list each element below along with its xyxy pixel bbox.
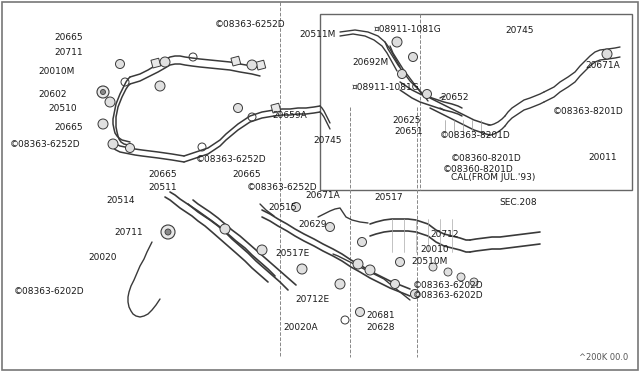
Circle shape	[291, 202, 301, 212]
Text: ©08363-6202D: ©08363-6202D	[413, 282, 484, 291]
Circle shape	[247, 60, 257, 70]
Text: 20692M: 20692M	[352, 58, 388, 67]
Text: 20745: 20745	[505, 26, 534, 35]
Circle shape	[161, 225, 175, 239]
Circle shape	[397, 70, 406, 78]
Circle shape	[326, 222, 335, 231]
Text: 20665: 20665	[148, 170, 177, 179]
Text: SEC.208: SEC.208	[499, 198, 536, 206]
Text: ¤08911-1081G: ¤08911-1081G	[374, 25, 442, 33]
Circle shape	[234, 103, 243, 112]
Text: 20665: 20665	[54, 32, 83, 42]
Circle shape	[444, 268, 452, 276]
Bar	[271, 103, 281, 113]
Text: CAL(FROM JUL.'93): CAL(FROM JUL.'93)	[451, 173, 535, 182]
Circle shape	[115, 60, 125, 68]
Circle shape	[108, 139, 118, 149]
Bar	[231, 56, 241, 66]
Bar	[256, 60, 266, 70]
Circle shape	[457, 273, 465, 281]
Circle shape	[125, 144, 134, 153]
Text: 20625: 20625	[392, 115, 420, 125]
Circle shape	[220, 224, 230, 234]
Circle shape	[98, 119, 108, 129]
Text: 20652: 20652	[440, 93, 468, 102]
Text: 20712: 20712	[430, 230, 458, 238]
Text: 20745: 20745	[313, 135, 342, 144]
Text: 20681: 20681	[366, 311, 395, 320]
Text: ©08363-6252D: ©08363-6252D	[10, 140, 81, 148]
Text: 20602: 20602	[38, 90, 67, 99]
Text: 20510M: 20510M	[411, 257, 447, 266]
Text: 20020: 20020	[88, 253, 116, 262]
Circle shape	[165, 229, 171, 235]
Text: ©08363-8201D: ©08363-8201D	[440, 131, 511, 140]
Circle shape	[410, 289, 419, 298]
Text: 20659A: 20659A	[272, 110, 307, 119]
Text: 20010: 20010	[420, 244, 449, 253]
Text: 20510: 20510	[48, 103, 77, 112]
Text: 20511: 20511	[148, 183, 177, 192]
Text: 20515: 20515	[268, 202, 296, 212]
Circle shape	[429, 263, 437, 271]
Text: ©08363-6202D: ©08363-6202D	[413, 292, 484, 301]
Circle shape	[396, 257, 404, 266]
Text: 20665: 20665	[54, 122, 83, 131]
Text: 20517: 20517	[374, 192, 403, 202]
Text: 20665: 20665	[232, 170, 260, 179]
Circle shape	[392, 37, 402, 47]
Circle shape	[100, 90, 106, 94]
Text: 20651: 20651	[394, 126, 422, 135]
Circle shape	[353, 259, 363, 269]
Circle shape	[355, 308, 365, 317]
Circle shape	[97, 86, 109, 98]
Circle shape	[105, 97, 115, 107]
Text: ©08360-8201D: ©08360-8201D	[451, 154, 522, 163]
Text: 20517E: 20517E	[275, 248, 309, 257]
Text: 20511M: 20511M	[299, 29, 335, 38]
Circle shape	[297, 264, 307, 274]
Circle shape	[365, 265, 375, 275]
Circle shape	[335, 279, 345, 289]
Text: ©08360-8201D: ©08360-8201D	[443, 164, 514, 173]
Circle shape	[390, 279, 399, 289]
Text: ©08363-6252D: ©08363-6252D	[215, 19, 285, 29]
Text: ©08363-6252D: ©08363-6252D	[196, 154, 267, 164]
Text: ¤08911-1081G: ¤08911-1081G	[352, 83, 420, 92]
Circle shape	[160, 57, 170, 67]
Text: ^200K 00.0: ^200K 00.0	[579, 353, 628, 362]
Text: ©08363-6252D: ©08363-6252D	[247, 183, 317, 192]
Text: 20629: 20629	[298, 219, 326, 228]
Text: 20671A: 20671A	[305, 190, 340, 199]
Text: 20010M: 20010M	[38, 67, 74, 76]
Circle shape	[408, 52, 417, 61]
Text: 20671A: 20671A	[585, 61, 620, 70]
Circle shape	[470, 278, 478, 286]
Text: 20514: 20514	[106, 196, 134, 205]
Text: 20712E: 20712E	[295, 295, 329, 304]
Circle shape	[602, 49, 612, 59]
Text: 20711: 20711	[54, 48, 83, 57]
Bar	[151, 58, 161, 68]
Bar	[320, 14, 632, 190]
Text: 20711: 20711	[114, 228, 143, 237]
Circle shape	[257, 245, 267, 255]
Text: 20628: 20628	[366, 323, 394, 331]
Circle shape	[358, 237, 367, 247]
Circle shape	[155, 81, 165, 91]
Text: ©08363-6202D: ©08363-6202D	[14, 288, 84, 296]
Text: 20020A: 20020A	[283, 323, 317, 331]
Circle shape	[422, 90, 431, 99]
Text: ©08363-8201D: ©08363-8201D	[552, 106, 623, 115]
Text: 20011: 20011	[588, 153, 617, 161]
